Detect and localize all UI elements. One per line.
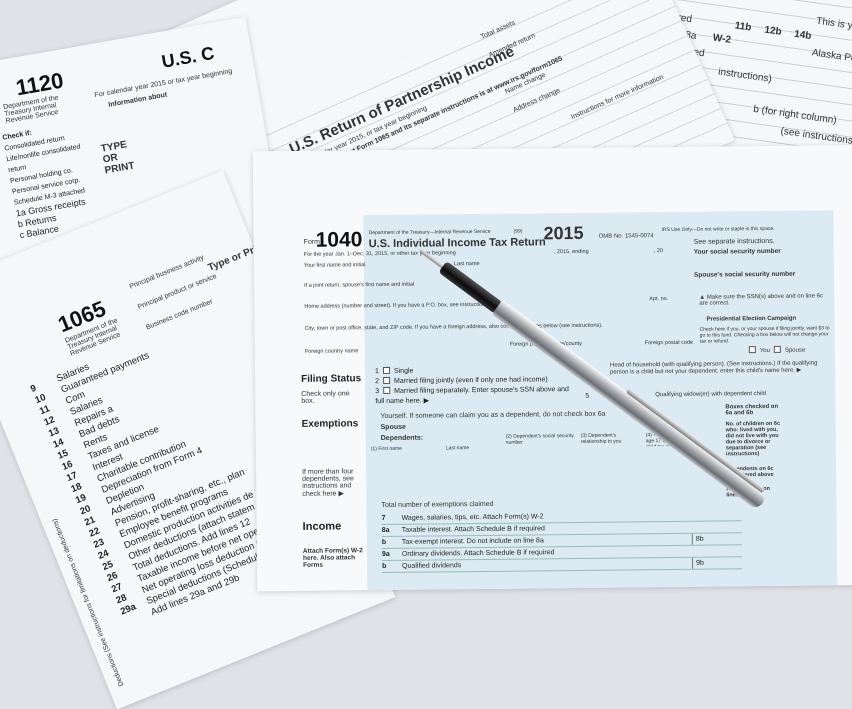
checkbox[interactable]	[382, 366, 390, 375]
filing-hint: Check only one box.	[301, 390, 350, 405]
line-number	[126, 615, 152, 625]
filing-option-4[interactable]: Head of household (with qualifying perso…	[609, 360, 818, 376]
w2-text: 11b	[734, 20, 753, 34]
ssn-warning-text: Make sure the SSN(s) above and on line 6…	[699, 293, 823, 307]
col-header: Last name	[445, 445, 470, 452]
children-count: No. of children on 6c who: lived with yo…	[725, 420, 781, 458]
line-text: Wages, salaries, tips, etc. Attach Form(…	[401, 513, 544, 522]
w2-text: 12b	[763, 24, 783, 38]
line-number: 7	[381, 514, 386, 523]
pec-title: Presidential Election Campaign	[706, 315, 797, 323]
form-1040: Form 1040 Department of the Treasury—Int…	[252, 144, 852, 592]
spouse-name-field[interactable]: If a joint return, spouse's first name a…	[304, 281, 415, 289]
form-title: U.S. C	[160, 42, 216, 72]
income-lines: 7 Wages, salaries, tips, etc. Attach Form…	[381, 509, 743, 574]
form-number: 1040	[315, 228, 363, 252]
filing-option[interactable]: 3 Married filing separately. Enter spouse…	[375, 385, 575, 407]
line-text: Tax-exempt interest. Do not include on l…	[401, 537, 544, 546]
line-text: Taxable interest. Attach Schedule B if r…	[401, 525, 545, 534]
boxes-checked: Boxes checked on 6a and 6b	[725, 403, 779, 417]
income-label: Income	[302, 520, 342, 533]
col-header: (2) Dependent's social security number	[505, 433, 574, 446]
filing-options: 1 Single 2 Married filing jointly (even if…	[375, 365, 575, 407]
see-instructions: See separate instructions.	[693, 237, 775, 246]
attach-note: Attach Form(s) W-2 here. Also attach For…	[302, 547, 363, 569]
ending-year: , 20	[653, 248, 663, 255]
line-box[interactable]: 9b	[691, 557, 743, 569]
num: 3	[375, 388, 380, 396]
filing-option-5[interactable]: Qualifying widow(er) with dependent chil…	[655, 391, 767, 399]
irs-use: IRS Use Only—Do not write or staple in t…	[661, 225, 775, 234]
exemption-spouse[interactable]: Spouse	[380, 423, 406, 432]
dependents-label: Dependents:	[380, 434, 424, 443]
ssn-warning: ▲ Make sure the SSN(s) above and on line…	[699, 293, 829, 306]
label: Married filing jointly (even if only one…	[393, 376, 548, 385]
exemptions-label: Exemptions	[301, 418, 359, 430]
form-dept: Department of the Treasury—Internal Reve…	[368, 228, 491, 237]
apt-field[interactable]: Apt. no.	[649, 296, 669, 303]
col-header: (1) First name	[370, 445, 402, 453]
line-box[interactable]: 8b	[691, 533, 742, 545]
foreign-postal-field[interactable]: Foreign postal code	[644, 339, 694, 347]
w2-text: W-2	[712, 32, 732, 46]
filing-status-label: Filing Status	[301, 373, 362, 385]
checkbox[interactable]	[748, 346, 756, 354]
omb-number: OMB No. 1545-0074	[598, 233, 654, 240]
pec-you[interactable]: You Spouse	[745, 345, 806, 355]
label: Spouse	[784, 347, 806, 354]
checkbox[interactable]	[382, 376, 391, 385]
line-number: 9a	[381, 550, 390, 559]
label: Single	[393, 367, 414, 375]
more-dependents[interactable]: If more than four dependents, see instru…	[302, 468, 354, 498]
num: 5	[585, 392, 590, 400]
ending: , 2015, ending	[553, 248, 589, 256]
line-number: 8a	[381, 526, 390, 535]
form-year: 2015	[543, 222, 584, 244]
line-text: Ordinary dividends. Attach Schedule B if…	[401, 549, 555, 558]
num: 1	[374, 368, 379, 376]
col-header: (3) Dependent's relationship to you	[580, 432, 622, 445]
pec-text: Check here if you, or your spouse if fil…	[699, 325, 830, 345]
first-name-field[interactable]: Your first name and initial	[303, 262, 366, 269]
spouse-ssn-field[interactable]: Spouse's social security number	[693, 270, 796, 279]
foreign-country-field[interactable]: Foreign country name	[304, 348, 359, 355]
total-exemptions: Total number of exemptions claimed	[381, 500, 494, 510]
deduction-lines: 9Salaries 10Guaranteed payments 11Com 12Sal…	[29, 322, 283, 629]
line-number: b	[382, 562, 387, 571]
form-code: (99)	[513, 228, 523, 235]
form-title: U.S. Individual Income Tax Return	[368, 236, 546, 251]
line-text: Qualified dividends	[402, 562, 462, 570]
checkbox[interactable]	[773, 345, 781, 353]
label: Married filing separately. Enter spouse'…	[375, 386, 569, 406]
w2-text: 14b	[793, 28, 813, 43]
num: 2	[375, 378, 380, 386]
checkbox[interactable]	[383, 386, 391, 395]
type-or-print: TYPE OR PRINT	[100, 139, 136, 177]
ssn-field[interactable]: Your social security number	[693, 247, 781, 256]
line-number: b	[381, 538, 387, 547]
label: You	[759, 347, 770, 355]
